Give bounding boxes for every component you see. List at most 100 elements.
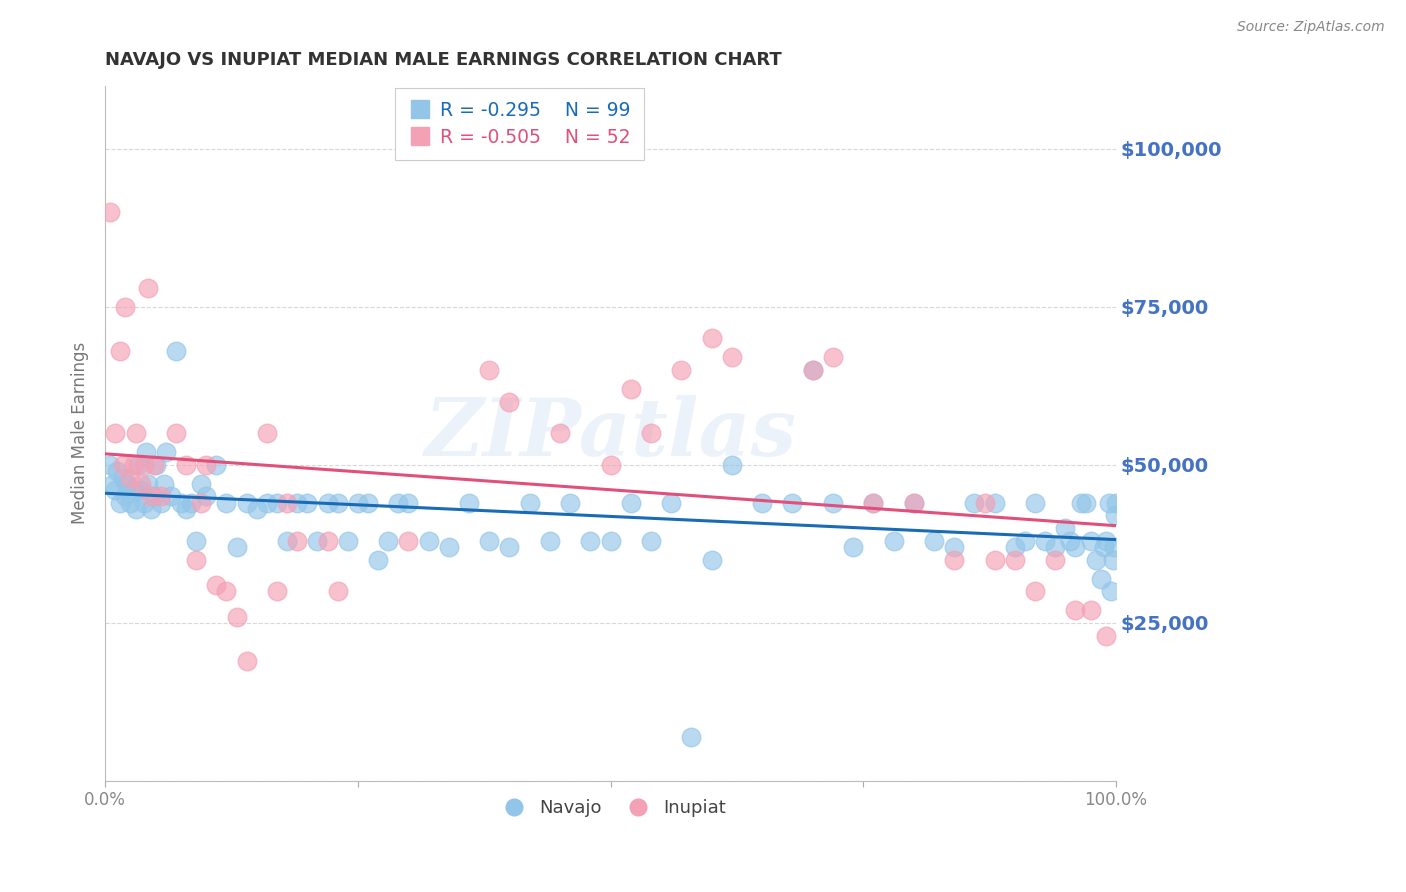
Text: Source: ZipAtlas.com: Source: ZipAtlas.com [1237, 20, 1385, 34]
Point [160, 490, 183, 504]
Point [620, 382, 643, 396]
Point [1033, 533, 1056, 548]
Point [103, 476, 125, 491]
Point [316, 533, 339, 548]
Point [1054, 521, 1077, 535]
Point [326, 584, 349, 599]
Point [458, 496, 481, 510]
Point [285, 533, 308, 548]
Point [1045, 540, 1067, 554]
Point [1064, 603, 1087, 617]
Point [357, 496, 380, 510]
Point [190, 496, 212, 510]
Point [883, 533, 905, 548]
Point [149, 490, 172, 504]
Point [821, 496, 844, 510]
Point [620, 496, 643, 510]
Point [114, 490, 136, 504]
Point [599, 458, 621, 472]
Point [256, 496, 278, 510]
Point [599, 533, 621, 548]
Point [276, 496, 298, 510]
Point [122, 458, 145, 472]
Point [129, 476, 152, 491]
Point [307, 533, 329, 548]
Point [120, 470, 142, 484]
Point [498, 540, 520, 554]
Point [136, 476, 159, 491]
Point [700, 331, 723, 345]
Point [104, 426, 127, 441]
Point [276, 533, 298, 548]
Point [922, 533, 945, 548]
Point [1024, 584, 1046, 599]
Point [142, 490, 165, 504]
Point [973, 496, 995, 510]
Point [681, 730, 703, 744]
Point [112, 470, 135, 484]
Point [1104, 508, 1126, 523]
Point [316, 496, 339, 510]
Point [782, 496, 804, 510]
Point [983, 496, 1005, 510]
Point [117, 476, 139, 491]
Point [1080, 603, 1102, 617]
Point [538, 533, 561, 548]
Point [903, 496, 925, 510]
Point [821, 351, 844, 365]
Y-axis label: Median Male Earnings: Median Male Earnings [72, 343, 89, 524]
Point [1080, 533, 1102, 548]
Point [225, 540, 247, 554]
Point [112, 458, 135, 472]
Point [579, 533, 602, 548]
Point [142, 458, 165, 472]
Point [347, 496, 370, 510]
Point [127, 458, 149, 472]
Text: ZIPatlas: ZIPatlas [425, 394, 797, 472]
Point [498, 394, 520, 409]
Point [640, 426, 662, 441]
Point [114, 300, 136, 314]
Point [396, 496, 419, 510]
Point [165, 344, 187, 359]
Point [1014, 533, 1036, 548]
Point [801, 363, 824, 377]
Point [104, 483, 127, 498]
Point [377, 533, 399, 548]
Point [1094, 533, 1116, 548]
Point [548, 426, 571, 441]
Point [129, 483, 152, 498]
Point [842, 540, 865, 554]
Point [671, 363, 693, 377]
Point [478, 363, 501, 377]
Point [1004, 540, 1026, 554]
Point [1074, 496, 1097, 510]
Point [186, 533, 208, 548]
Point [1105, 496, 1128, 510]
Point [943, 540, 966, 554]
Point [367, 552, 389, 566]
Point [1064, 540, 1087, 554]
Point [145, 458, 167, 472]
Point [640, 533, 662, 548]
Point [1059, 533, 1081, 548]
Point [98, 205, 121, 219]
Point [120, 496, 142, 510]
Point [903, 496, 925, 510]
Point [135, 445, 157, 459]
Point [165, 426, 187, 441]
Point [225, 609, 247, 624]
Point [751, 496, 773, 510]
Point [418, 533, 440, 548]
Point [1094, 629, 1116, 643]
Point [387, 496, 409, 510]
Point [132, 458, 155, 472]
Point [195, 458, 218, 472]
Point [1098, 496, 1121, 510]
Point [266, 496, 288, 510]
Point [943, 552, 966, 566]
Point [519, 496, 541, 510]
Point [1084, 552, 1107, 566]
Point [124, 502, 146, 516]
Point [153, 476, 176, 491]
